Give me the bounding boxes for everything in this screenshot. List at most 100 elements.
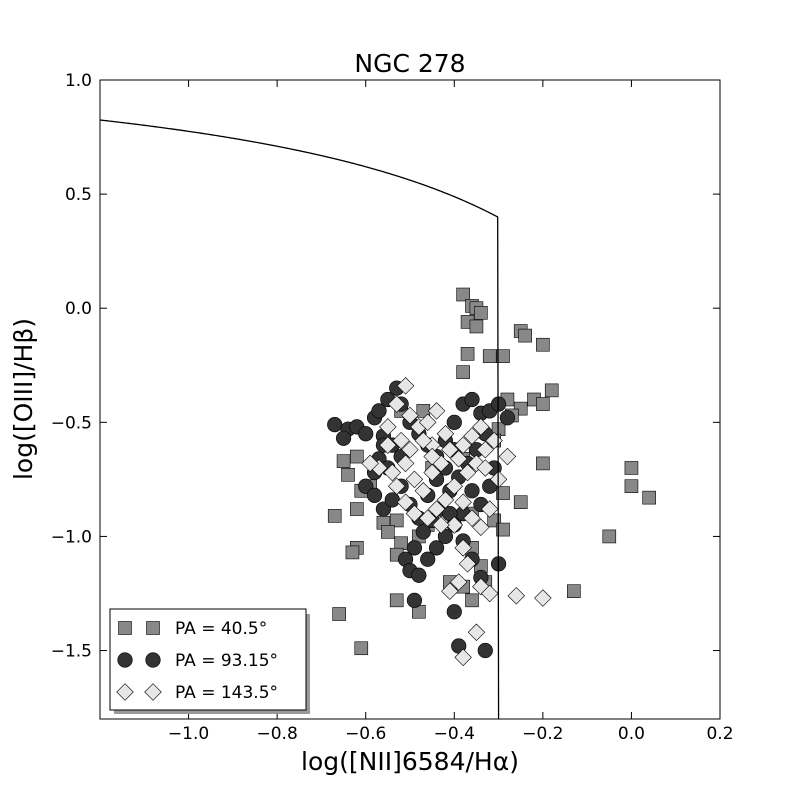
scatter-markers bbox=[327, 287, 656, 667]
square-point bbox=[389, 593, 404, 608]
x-tick-label: −1.0 bbox=[168, 724, 209, 744]
plot-frame bbox=[99, 79, 721, 720]
circle-point bbox=[335, 430, 352, 446]
diamond-point bbox=[458, 463, 477, 482]
x-tick-label: 0.0 bbox=[618, 724, 645, 744]
square-point bbox=[536, 397, 550, 411]
diamond-point bbox=[392, 431, 410, 450]
diamond-point bbox=[405, 504, 424, 523]
diamond-point bbox=[445, 516, 464, 534]
diamond-point bbox=[401, 440, 419, 459]
diamond-point bbox=[379, 418, 397, 436]
diamond-point bbox=[463, 427, 481, 445]
demarcation-curve bbox=[99, 119, 500, 720]
circle-point bbox=[384, 492, 400, 508]
y-tick-label: 0.5 bbox=[65, 185, 92, 205]
diamond-point bbox=[480, 584, 499, 603]
square-point bbox=[544, 383, 559, 398]
circle-point bbox=[428, 540, 445, 556]
diamond-point bbox=[436, 491, 455, 509]
diamond-point bbox=[414, 431, 433, 450]
diamond-point bbox=[534, 589, 552, 607]
y-tick-label: −0.5 bbox=[51, 413, 92, 433]
square-point bbox=[345, 545, 360, 560]
diamond-point bbox=[454, 539, 472, 557]
circle-point bbox=[477, 642, 493, 659]
square-point bbox=[496, 522, 510, 537]
square-point bbox=[381, 525, 395, 539]
diamond-point bbox=[454, 648, 472, 667]
diamond-point bbox=[449, 573, 468, 591]
legend-items: PA = 40.5° PA = 93.15° PA = 143.5° bbox=[116, 619, 278, 703]
x-axis-label: log([NII]6584/Hα) bbox=[301, 747, 519, 776]
diamond-point bbox=[396, 454, 415, 473]
circle-point bbox=[446, 604, 462, 620]
circle-point bbox=[415, 524, 431, 540]
diamond-point bbox=[387, 395, 406, 413]
square-point bbox=[518, 328, 532, 343]
circle-point bbox=[358, 426, 374, 442]
square-point bbox=[394, 536, 408, 551]
diamond-point bbox=[445, 477, 464, 495]
diamond-point bbox=[387, 477, 406, 495]
diamond-point bbox=[383, 463, 402, 482]
circle-point bbox=[327, 417, 343, 433]
square-point bbox=[350, 502, 364, 516]
diamond-point bbox=[379, 436, 397, 454]
square-point bbox=[624, 461, 639, 475]
circle-point bbox=[464, 483, 480, 499]
circle-point bbox=[446, 414, 462, 430]
diamond-point bbox=[498, 447, 517, 466]
legend-diamond-icon bbox=[116, 683, 134, 701]
legend-diamond-icon bbox=[144, 683, 162, 701]
circle-point bbox=[499, 410, 516, 426]
diamond-point bbox=[454, 493, 472, 511]
diamond-point bbox=[396, 377, 415, 395]
y-tick-label: −1.5 bbox=[51, 642, 92, 662]
y-tick-label: −1.0 bbox=[51, 527, 92, 547]
x-tick-label: −0.2 bbox=[522, 724, 563, 744]
square-point bbox=[624, 479, 639, 494]
diamond-point bbox=[401, 406, 419, 425]
square-point bbox=[536, 456, 550, 471]
square-point bbox=[456, 287, 470, 302]
square-point bbox=[341, 468, 355, 482]
square-point bbox=[567, 584, 581, 599]
legend-box bbox=[109, 608, 307, 711]
square-point bbox=[354, 641, 369, 656]
square-point bbox=[332, 607, 346, 621]
square-point bbox=[460, 347, 475, 361]
square-point bbox=[465, 593, 479, 608]
diamond-point bbox=[507, 587, 526, 605]
square-point bbox=[456, 365, 470, 379]
square-point bbox=[469, 319, 484, 334]
diamond-point bbox=[463, 509, 481, 527]
legend-square-icon bbox=[118, 621, 132, 635]
diamond-point bbox=[485, 431, 503, 450]
x-axis-ticks: −1.0 −0.8 −0.6 −0.4 −0.2 0.0 0.2 bbox=[168, 80, 734, 744]
circle-point bbox=[411, 567, 427, 583]
square-point bbox=[602, 529, 617, 544]
x-tick-label: 0.2 bbox=[706, 724, 733, 744]
diamond-point bbox=[458, 555, 477, 573]
diamond-point bbox=[423, 463, 441, 482]
y-tick-label: 1.0 bbox=[65, 71, 92, 91]
diamond-point bbox=[476, 459, 495, 477]
square-point bbox=[389, 513, 404, 528]
diamond-point bbox=[423, 447, 441, 466]
legend-label: PA = 143.5° bbox=[175, 683, 278, 703]
diamond-point bbox=[436, 425, 455, 443]
square-point bbox=[327, 509, 342, 523]
circle-point bbox=[366, 487, 383, 503]
diamond-point bbox=[396, 493, 415, 511]
square-point bbox=[642, 490, 656, 505]
diamond-point bbox=[418, 413, 437, 432]
diamond-point bbox=[467, 623, 486, 642]
diamond-point bbox=[476, 440, 495, 459]
diamond-point bbox=[405, 470, 424, 489]
square-point bbox=[496, 349, 510, 363]
legend-square-icon bbox=[146, 621, 160, 635]
square-point bbox=[336, 454, 351, 468]
x-tick-label: −0.6 bbox=[345, 724, 386, 744]
diamond-point bbox=[427, 500, 446, 518]
